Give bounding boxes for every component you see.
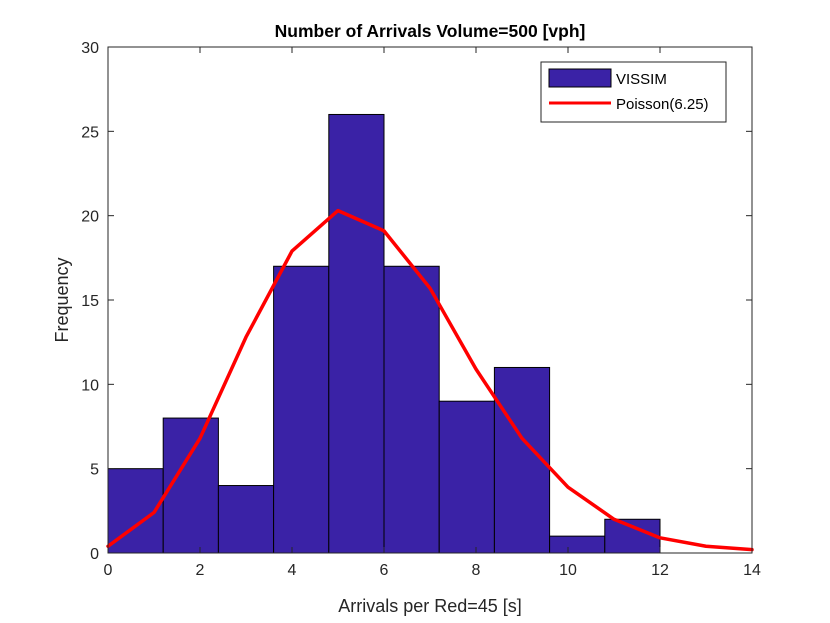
histogram-bar [383, 265, 440, 554]
y-tick-label: 25 [81, 124, 99, 141]
x-tick-label: 8 [472, 562, 481, 579]
x-tick-label: 2 [196, 562, 205, 579]
x-tick-label: 4 [288, 562, 297, 579]
histogram-bar [217, 485, 275, 554]
poisson-line [106, 208, 754, 552]
x-tick-label: 0 [104, 562, 113, 579]
legend-swatch-vissim [548, 68, 612, 88]
y-tick-label: 30 [81, 40, 99, 57]
x-tick-label: 14 [743, 562, 761, 579]
y-axis-label: Frequency [52, 257, 72, 342]
x-axis-label: Arrivals per Red=45 [s] [338, 596, 522, 616]
y-tick-label: 10 [81, 377, 99, 394]
x-tick-label: 6 [380, 562, 389, 579]
x-tick-label: 10 [559, 562, 577, 579]
legend: VISSIM Poisson(6.25) [540, 61, 727, 123]
y-tick-label: 5 [90, 462, 99, 479]
histogram-bar [328, 113, 385, 554]
histogram-bar [273, 265, 330, 554]
legend-label-vissim: VISSIM [616, 71, 667, 88]
y-tick-label: 20 [81, 209, 99, 226]
y-tick-label: 0 [90, 546, 99, 563]
poisson-curve [106, 208, 754, 552]
x-tick-label: 12 [651, 562, 669, 579]
y-tick-label: 15 [81, 293, 99, 310]
histogram-bar [549, 535, 606, 554]
y-axis-ticks: 0 5 10 15 20 25 30 [81, 40, 752, 563]
histogram-bar [438, 400, 495, 554]
chart-title: Number of Arrivals Volume=500 [vph] [275, 21, 586, 41]
histogram-bars [107, 113, 661, 554]
legend-label-poisson: Poisson(6.25) [616, 96, 709, 113]
x-axis-ticks: 0 2 4 6 8 10 12 14 [104, 47, 761, 579]
